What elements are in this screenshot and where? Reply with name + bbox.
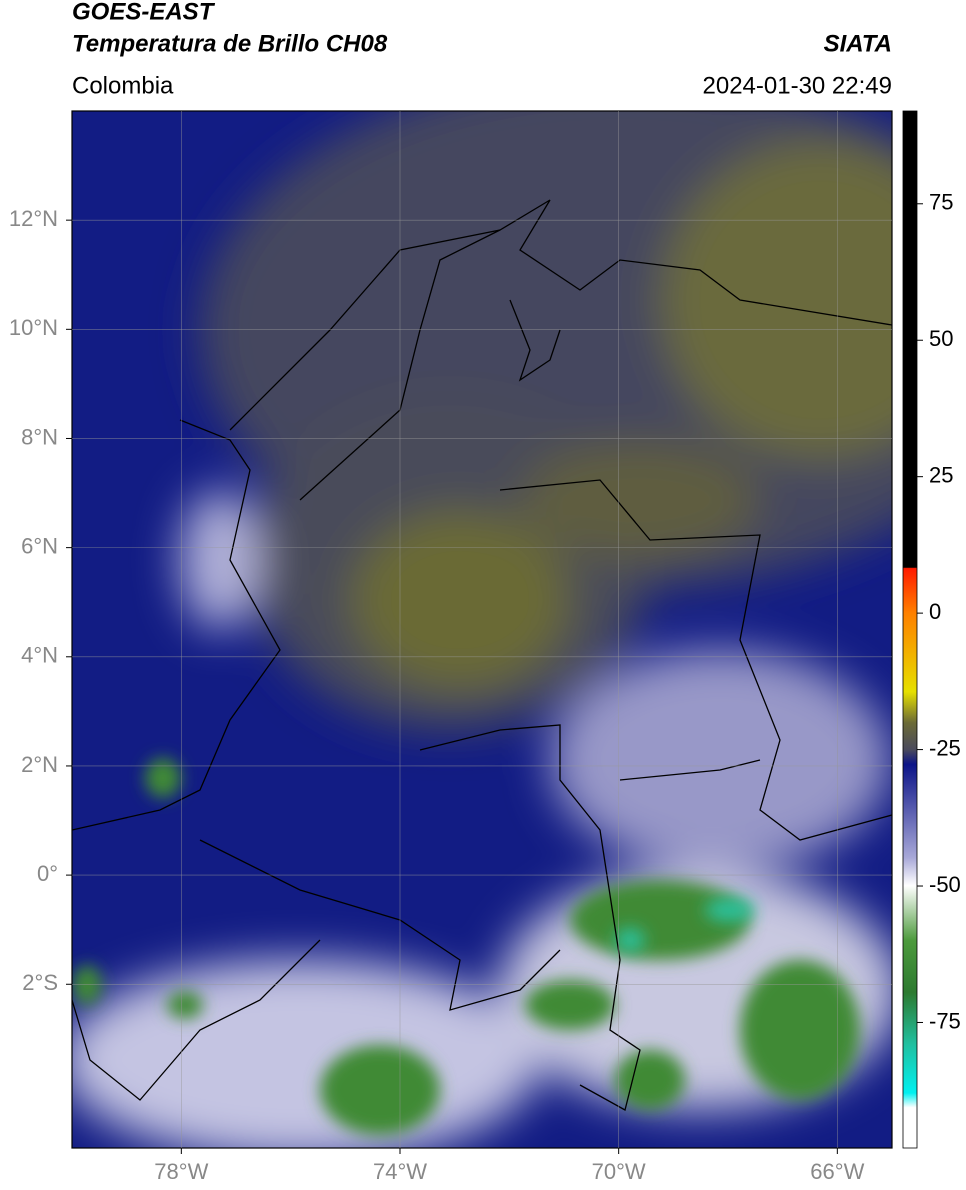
y-tick-label: 2°N — [21, 752, 58, 777]
y-tick-label: 12°N — [9, 206, 58, 231]
satellite-image — [72, 111, 892, 1148]
colorbar — [902, 110, 918, 1149]
colorbar-tick-label: 0 — [929, 599, 941, 624]
x-tick-label: 66°W — [810, 1159, 864, 1184]
y-tick-label: 0° — [37, 861, 58, 886]
region: Colombia — [72, 72, 174, 99]
datetime: 2024-01-30 22:49 — [703, 72, 893, 99]
source-title: SIATA — [824, 30, 892, 57]
colorbar-tick-label: -75 — [929, 1008, 961, 1033]
colorbar-tick-label: 50 — [929, 326, 953, 351]
y-tick-label: 4°N — [21, 643, 58, 668]
colorbar-tick-label: 75 — [929, 190, 953, 215]
y-tick-label: 8°N — [21, 424, 58, 449]
x-tick-label: 70°W — [592, 1159, 646, 1184]
colorbar-tick-label: 25 — [929, 462, 953, 487]
x-tick-label: 74°W — [373, 1159, 427, 1184]
y-tick-label: 10°N — [9, 315, 58, 340]
colorbar-tick-label: -25 — [929, 735, 961, 760]
product-title: Temperatura de Brillo CH08 — [72, 30, 388, 57]
x-tick-label: 78°W — [154, 1159, 208, 1184]
map-frame — [71, 110, 893, 1149]
colorbar-tick-label: -50 — [929, 872, 961, 897]
y-tick-label: 2°S — [22, 970, 58, 995]
satellite-title: GOES-EAST — [72, 0, 216, 25]
y-tick-label: 6°N — [21, 533, 58, 558]
